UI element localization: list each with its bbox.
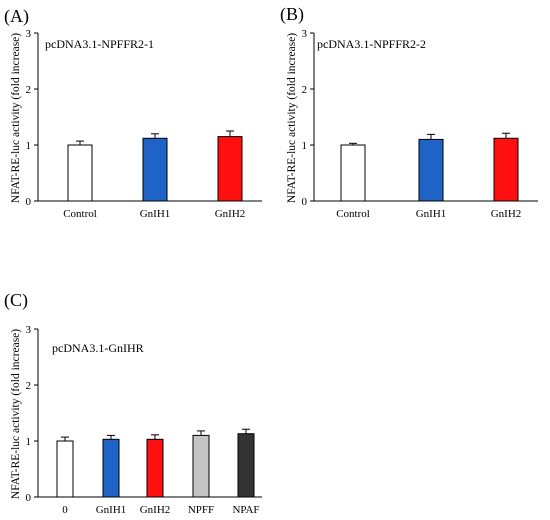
bar-gnih2 bbox=[146, 438, 164, 498]
plot-area: 0 1 2 3 0 GnIH1 GnIH2 NPFF NPAF bbox=[26, 324, 262, 516]
bar-gnih2 bbox=[493, 137, 519, 202]
plot-area: 0 1 2 3 Control GnIH1 GnIH2 bbox=[26, 28, 262, 220]
bar-gnih2 bbox=[217, 136, 243, 202]
panel-c: (C) NFAT-RE-luc activity (fold increase)… bbox=[4, 290, 262, 516]
bar-control bbox=[67, 144, 93, 202]
panel-title: pcDNA3.1-NPFFR2-1 bbox=[45, 37, 154, 51]
bar-gnih1 bbox=[102, 438, 120, 498]
x-tick-label: NPAF bbox=[232, 504, 259, 516]
x-tick-label: GnIH1 bbox=[140, 208, 171, 220]
y-tick-label: 1 bbox=[302, 140, 308, 152]
y-tick-label: 0 bbox=[26, 492, 32, 504]
x-tick-label: GnIH2 bbox=[215, 208, 246, 220]
y-tick-label: 3 bbox=[302, 28, 308, 40]
y-tick-label: 1 bbox=[26, 140, 32, 152]
panel-a: (A) NFAT-RE-luc activity (fold increase)… bbox=[4, 6, 262, 220]
x-tick-label: GnIH2 bbox=[140, 504, 171, 516]
x-tick-label: 0 bbox=[62, 504, 68, 516]
y-tick-label: 3 bbox=[26, 324, 32, 336]
x-tick-label: Control bbox=[336, 208, 370, 220]
panel-letter: (C) bbox=[4, 290, 28, 311]
y-tick-label: 2 bbox=[26, 380, 32, 392]
y-tick-label: 2 bbox=[302, 84, 308, 96]
x-tick-label: Control bbox=[63, 208, 97, 220]
x-tick-label: GnIH1 bbox=[416, 208, 447, 220]
bar-gnih1 bbox=[142, 137, 168, 202]
y-axis-label: NFAT-RE-luc activity (fold increase) bbox=[10, 329, 22, 499]
panel-letter: (B) bbox=[280, 4, 304, 25]
y-tick-label: 2 bbox=[26, 84, 32, 96]
panel-title: pcDNA3.1-NPFFR2-2 bbox=[317, 37, 426, 51]
panel-letter: (A) bbox=[4, 6, 29, 27]
plot-area: 0 1 2 3 Control GnIH1 GnIH2 bbox=[302, 28, 538, 220]
x-tick-label: GnIH1 bbox=[96, 504, 127, 516]
bar-control bbox=[340, 144, 366, 202]
y-axis-label: NFAT-RE-luc activity (fold increase) bbox=[10, 33, 22, 203]
y-tick-label: 3 bbox=[26, 28, 32, 40]
y-axis-label: NFAT-RE-luc activity (fold increase) bbox=[286, 33, 298, 203]
bar-npff bbox=[192, 434, 210, 498]
x-tick-label: GnIH2 bbox=[491, 208, 522, 220]
panel-title: pcDNA3.1-GnIHR bbox=[52, 341, 144, 355]
y-tick-label: 1 bbox=[26, 436, 32, 448]
bar-0 bbox=[56, 440, 74, 498]
panel-b: (B) NFAT-RE-luc activity (fold increase)… bbox=[280, 4, 538, 220]
x-tick-label: NPFF bbox=[188, 504, 214, 516]
y-tick-label: 0 bbox=[302, 196, 308, 208]
bar-npaf bbox=[237, 433, 255, 498]
y-tick-label: 0 bbox=[26, 196, 32, 208]
bar-gnih1 bbox=[418, 138, 444, 202]
